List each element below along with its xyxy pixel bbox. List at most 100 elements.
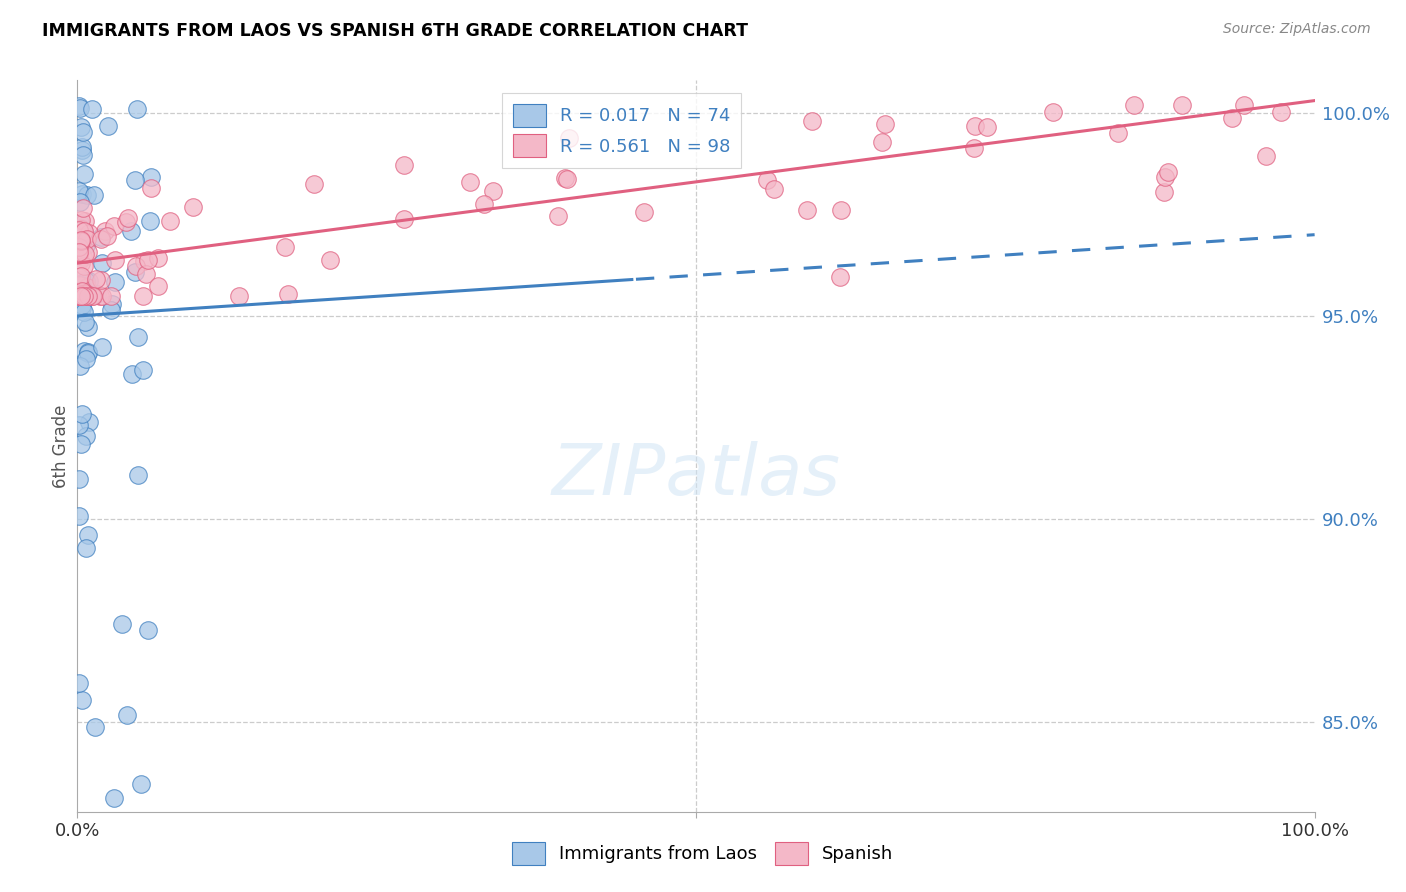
Point <box>73 304 96 318</box>
Point <box>76 232 98 246</box>
Point <box>67 675 90 690</box>
Point <box>77 274 100 288</box>
Point <box>1171 97 1194 112</box>
Point <box>800 113 823 128</box>
Point <box>139 169 162 184</box>
Point <box>120 224 142 238</box>
Point <box>111 617 134 632</box>
Point <box>69 288 91 302</box>
Point <box>80 288 103 302</box>
Point <box>89 288 111 302</box>
Point <box>90 230 112 244</box>
Point <box>121 367 143 381</box>
Point <box>67 508 90 523</box>
Point <box>115 215 138 229</box>
Point <box>70 186 93 201</box>
Point <box>67 284 90 298</box>
Point <box>100 303 122 318</box>
Point <box>127 330 149 344</box>
Point <box>86 286 108 301</box>
Text: Source: ZipAtlas.com: Source: ZipAtlas.com <box>1223 22 1371 37</box>
Point <box>76 528 98 542</box>
Point <box>69 288 91 302</box>
Point <box>1233 97 1256 112</box>
Point <box>963 141 986 155</box>
Point <box>67 288 90 302</box>
Point <box>117 708 139 723</box>
Text: IMMIGRANTS FROM LAOS VS SPANISH 6TH GRADE CORRELATION CHART: IMMIGRANTS FROM LAOS VS SPANISH 6TH GRAD… <box>42 22 748 40</box>
Point <box>558 130 581 145</box>
Point <box>69 252 91 267</box>
Point <box>228 288 250 302</box>
Point <box>302 177 325 191</box>
Point <box>70 301 93 315</box>
Point <box>76 288 98 302</box>
Point <box>70 120 93 134</box>
Point <box>69 195 91 210</box>
Point <box>69 268 91 283</box>
Point <box>72 202 94 216</box>
Point <box>75 541 97 555</box>
Point <box>69 277 91 292</box>
Point <box>125 259 148 273</box>
Point <box>277 286 299 301</box>
Point <box>72 259 94 273</box>
Point <box>67 270 90 285</box>
Point <box>73 225 96 239</box>
Point <box>555 172 578 186</box>
Point <box>554 170 576 185</box>
Point <box>72 147 94 161</box>
Point <box>103 791 125 805</box>
Point <box>69 359 91 374</box>
Point <box>67 247 90 261</box>
Y-axis label: 6th Grade: 6th Grade <box>52 404 70 488</box>
Point <box>274 240 297 254</box>
Point <box>82 103 104 117</box>
Point <box>77 345 100 359</box>
Point <box>70 288 93 302</box>
Point <box>76 245 98 260</box>
Point <box>72 693 94 707</box>
Point <box>73 286 96 301</box>
Point <box>136 623 159 637</box>
Point <box>67 278 90 293</box>
Point <box>67 184 90 198</box>
Point <box>1154 170 1177 185</box>
Point <box>132 363 155 377</box>
Point <box>67 245 90 260</box>
Point <box>394 158 416 172</box>
Point <box>1107 126 1129 140</box>
Point <box>77 415 100 429</box>
Point <box>75 238 97 252</box>
Point <box>75 315 97 329</box>
Point <box>117 211 139 226</box>
Point <box>75 247 97 261</box>
Point <box>796 202 818 217</box>
Point <box>755 173 778 187</box>
Point <box>76 187 98 202</box>
Point <box>72 227 94 242</box>
Point <box>146 252 169 266</box>
Point <box>70 437 93 451</box>
Point <box>75 351 97 366</box>
Point <box>181 200 204 214</box>
Point <box>127 103 149 117</box>
Point <box>1153 185 1175 199</box>
Point <box>75 429 97 443</box>
Point <box>103 219 125 234</box>
Point <box>1270 104 1292 119</box>
Point <box>70 407 93 421</box>
Legend: R = 0.017   N = 74, R = 0.561   N = 98: R = 0.017 N = 74, R = 0.561 N = 98 <box>502 93 741 169</box>
Point <box>67 472 90 486</box>
Point <box>69 216 91 230</box>
Point <box>90 256 112 270</box>
Point <box>976 120 998 135</box>
Point <box>70 277 93 291</box>
Point <box>1254 149 1277 163</box>
Point <box>472 197 495 211</box>
Point <box>70 143 93 157</box>
Point <box>633 205 655 219</box>
Point <box>73 343 96 358</box>
Point <box>75 214 97 228</box>
Point <box>100 288 122 302</box>
